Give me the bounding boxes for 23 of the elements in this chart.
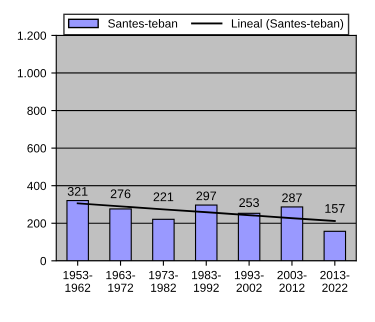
y-tick-label: 400 [27, 182, 46, 190]
data-label: 321 [68, 186, 88, 196]
x-tick-label: 1993- 2002 [234, 270, 264, 292]
legend-label: Santes-teban [108, 18, 178, 28]
data-label: 287 [282, 193, 302, 202]
x-tick-label: 1953- 1962 [63, 270, 92, 292]
y-tick-label: 0 [40, 256, 46, 266]
data-label: 221 [154, 192, 174, 202]
x-tick-label: 1983- 1992 [192, 270, 221, 292]
x-tick-label: 1973- 1982 [149, 270, 178, 292]
data-label: 276 [110, 189, 130, 198]
y-tick-label: 200 [27, 219, 46, 228]
x-tick-label: 1963- 1972 [106, 270, 136, 292]
data-label: 297 [196, 191, 216, 200]
x-tick-label: 2013- 2022 [320, 270, 350, 292]
x-tick-label: 2003- 2012 [277, 270, 307, 292]
y-tick-label: 1.200 [18, 31, 46, 40]
y-tick-label: 1.000 [18, 69, 46, 78]
y-tick-label: 600 [27, 144, 46, 153]
legend-label: Lineal (Santes-teban) [232, 18, 344, 30]
data-label: 253 [239, 198, 259, 208]
data-label: 157 [325, 204, 345, 213]
y-tick-label: 800 [27, 106, 46, 115]
